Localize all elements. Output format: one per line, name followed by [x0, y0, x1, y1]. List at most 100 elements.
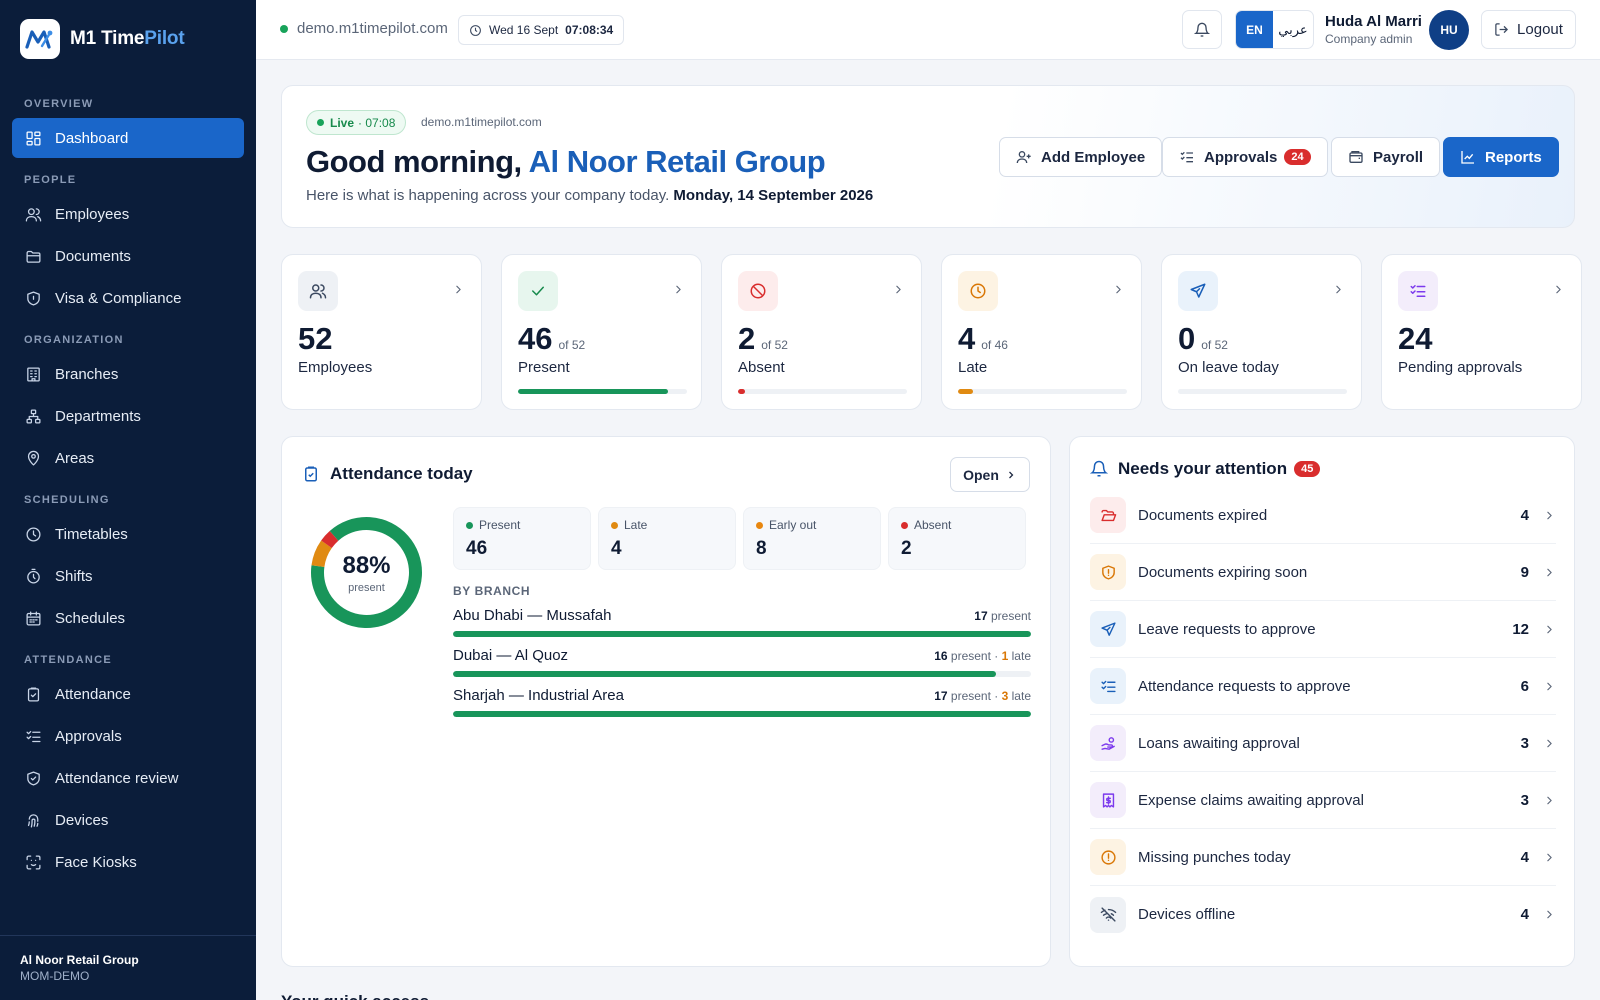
donut-segment-absent — [311, 517, 422, 628]
reports-button[interactable]: Reports — [1443, 137, 1559, 177]
brand[interactable]: M1 TimePilot — [0, 0, 256, 78]
sidebar-item-branches[interactable]: Branches — [12, 354, 244, 394]
attention-item-expense-claims-awaiting-approval[interactable]: Expense claims awaiting approval 3 — [1090, 772, 1556, 829]
stat-card-on-leave-today[interactable]: 0 of 52 On leave today — [1161, 254, 1362, 410]
sidebar-item-areas[interactable]: Areas — [12, 438, 244, 478]
stat-of: of 46 — [981, 338, 1008, 352]
chevron-right-icon — [1543, 794, 1556, 807]
attention-item-documents-expiring-soon[interactable]: Documents expiring soon 9 — [1090, 544, 1556, 601]
attention-item-loans-awaiting-approval[interactable]: Loans awaiting approval 3 — [1090, 715, 1556, 772]
summary-value: 46 — [466, 538, 488, 559]
company-name-title: Al Noor Retail Group — [528, 144, 826, 179]
sidebar-item-approvals[interactable]: Approvals — [12, 716, 244, 756]
donut-center: 88% present — [309, 515, 424, 630]
attention-count: 4 — [1520, 906, 1529, 923]
sidebar-item-more[interactable] — [12, 884, 244, 892]
approvals-button[interactable]: Approvals 24 — [1162, 137, 1328, 177]
plane-icon — [1178, 271, 1218, 311]
sidebar-item-schedules[interactable]: Schedules — [12, 598, 244, 638]
page-title: Good morning, Al Noor Retail Group — [306, 144, 826, 180]
status-dot — [901, 521, 908, 529]
timer-icon — [25, 568, 42, 585]
summary-late: Late 4 — [598, 507, 736, 570]
branch-stats: 17 present · 3 late — [934, 689, 1031, 703]
chart-icon — [1460, 149, 1485, 165]
chevron-right-icon — [1543, 566, 1556, 579]
stat-value: 46 of 52 — [518, 321, 585, 357]
lang-en-button[interactable]: EN — [1236, 11, 1273, 48]
stat-label: Employees — [298, 359, 373, 376]
sidebar-item-timetables[interactable]: Timetables — [12, 514, 244, 554]
list-check-icon — [25, 728, 42, 745]
logout-button[interactable]: Logout — [1481, 10, 1576, 49]
sidebar-item-label: Attendance review — [55, 769, 179, 787]
stat-progress-bar — [518, 389, 687, 394]
stat-progress-bar — [738, 389, 907, 394]
attention-item-missing-punches-today[interactable]: Missing punches today 4 — [1090, 829, 1556, 886]
chevron-right-icon — [672, 283, 685, 296]
logout-icon — [1494, 22, 1517, 37]
payroll-button[interactable]: Payroll — [1331, 137, 1441, 177]
sidebar-item-label: Attendance — [55, 685, 131, 703]
page-subtitle: Here is what is happening across your co… — [306, 187, 873, 204]
building-icon — [25, 366, 42, 383]
sidebar-company[interactable]: Al Noor Retail Group MOM-DEMO — [0, 935, 256, 1000]
attention-item-devices-offline[interactable]: Devices offline 4 — [1090, 886, 1556, 943]
attention-item-attendance-requests-to-approve[interactable]: Attendance requests to approve 6 — [1090, 658, 1556, 715]
reports-label: Reports — [1485, 148, 1542, 166]
chevron-right-icon — [452, 283, 465, 296]
branch-row[interactable]: Abu Dhabi — Mussafah 17 present — [453, 607, 1031, 637]
shield-icon — [25, 290, 42, 307]
branch-row[interactable]: Sharjah — Industrial Area 17 present · 3… — [453, 687, 1031, 717]
summary-early-out: Early out 8 — [743, 507, 881, 570]
attendance-today-panel: Attendance today Open 88% present Presen… — [281, 436, 1051, 967]
stat-card-late[interactable]: 4 of 46 Late — [941, 254, 1142, 410]
open-attendance-button[interactable]: Open — [950, 457, 1030, 492]
stat-of: of 52 — [558, 338, 586, 352]
plane-icon — [1090, 611, 1126, 647]
sidebar-item-employees[interactable]: Employees — [12, 194, 244, 234]
stat-card-pending-approvals[interactable]: 24 Pending approvals — [1381, 254, 1582, 410]
sidebar-item-attendance-review[interactable]: Attendance review — [12, 758, 244, 798]
attention-item-leave-requests-to-approve[interactable]: Leave requests to approve 12 — [1090, 601, 1556, 658]
clock-icon — [469, 24, 482, 37]
sidebar-nav: OVERVIEW Dashboard PEOPLE Employees Document… — [0, 98, 256, 892]
today-date: Monday, 14 September 2026 — [673, 187, 874, 204]
attendance-title-text: Attendance today — [330, 464, 473, 483]
user-name: Huda Al Marri — [1325, 13, 1422, 30]
stat-label: Pending approvals — [1398, 359, 1523, 376]
hero-domain: demo.m1timepilot.com — [421, 115, 542, 129]
sidebar-item-documents[interactable]: Documents — [12, 236, 244, 276]
user-info[interactable]: Huda Al Marri Company admin — [1325, 13, 1422, 46]
stat-value: 4 of 46 — [958, 321, 1008, 357]
users-icon — [25, 206, 42, 223]
domain-text: demo.m1timepilot.com — [297, 20, 448, 37]
avatar[interactable]: HU — [1429, 10, 1469, 50]
dashboard-icon — [25, 130, 42, 147]
stat-card-absent[interactable]: 2 of 52 Absent — [721, 254, 922, 410]
sidebar-item-visa-compliance[interactable]: Visa & Compliance — [12, 278, 244, 318]
stat-of: of 52 — [761, 338, 788, 352]
sidebar-item-devices[interactable]: Devices — [12, 800, 244, 840]
branch-present-label: present · — [950, 649, 999, 663]
sidebar-item-shifts[interactable]: Shifts — [12, 556, 244, 596]
attention-item-documents-expired[interactable]: Documents expired 4 — [1090, 487, 1556, 544]
stat-card-employees[interactable]: 52 Employees — [281, 254, 482, 410]
stat-progress-bar — [958, 389, 1127, 394]
sidebar-item-face-kiosks[interactable]: Face Kiosks — [12, 842, 244, 882]
sidebar-item-attendance[interactable]: Attendance — [12, 674, 244, 714]
chevron-right-icon — [1332, 283, 1345, 296]
live-badge: Live · 07:08 — [306, 110, 407, 135]
stat-card-present[interactable]: 46 of 52 Present — [501, 254, 702, 410]
attention-label: Devices offline — [1138, 906, 1236, 923]
sidebar-item-dashboard[interactable]: Dashboard — [12, 118, 244, 158]
notifications-button[interactable] — [1182, 10, 1222, 49]
sidebar-item-label: Branches — [55, 365, 119, 383]
clipboard-check-icon — [25, 686, 42, 703]
branch-row[interactable]: Dubai — Al Quoz 16 present · 1 late — [453, 647, 1031, 677]
sidebar-item-departments[interactable]: Departments — [12, 396, 244, 436]
face-scan-icon — [25, 854, 42, 871]
add-employee-button[interactable]: Add Employee — [999, 137, 1163, 177]
lang-ar-button[interactable]: عربي — [1278, 21, 1308, 37]
summary-label: Present — [466, 518, 520, 532]
